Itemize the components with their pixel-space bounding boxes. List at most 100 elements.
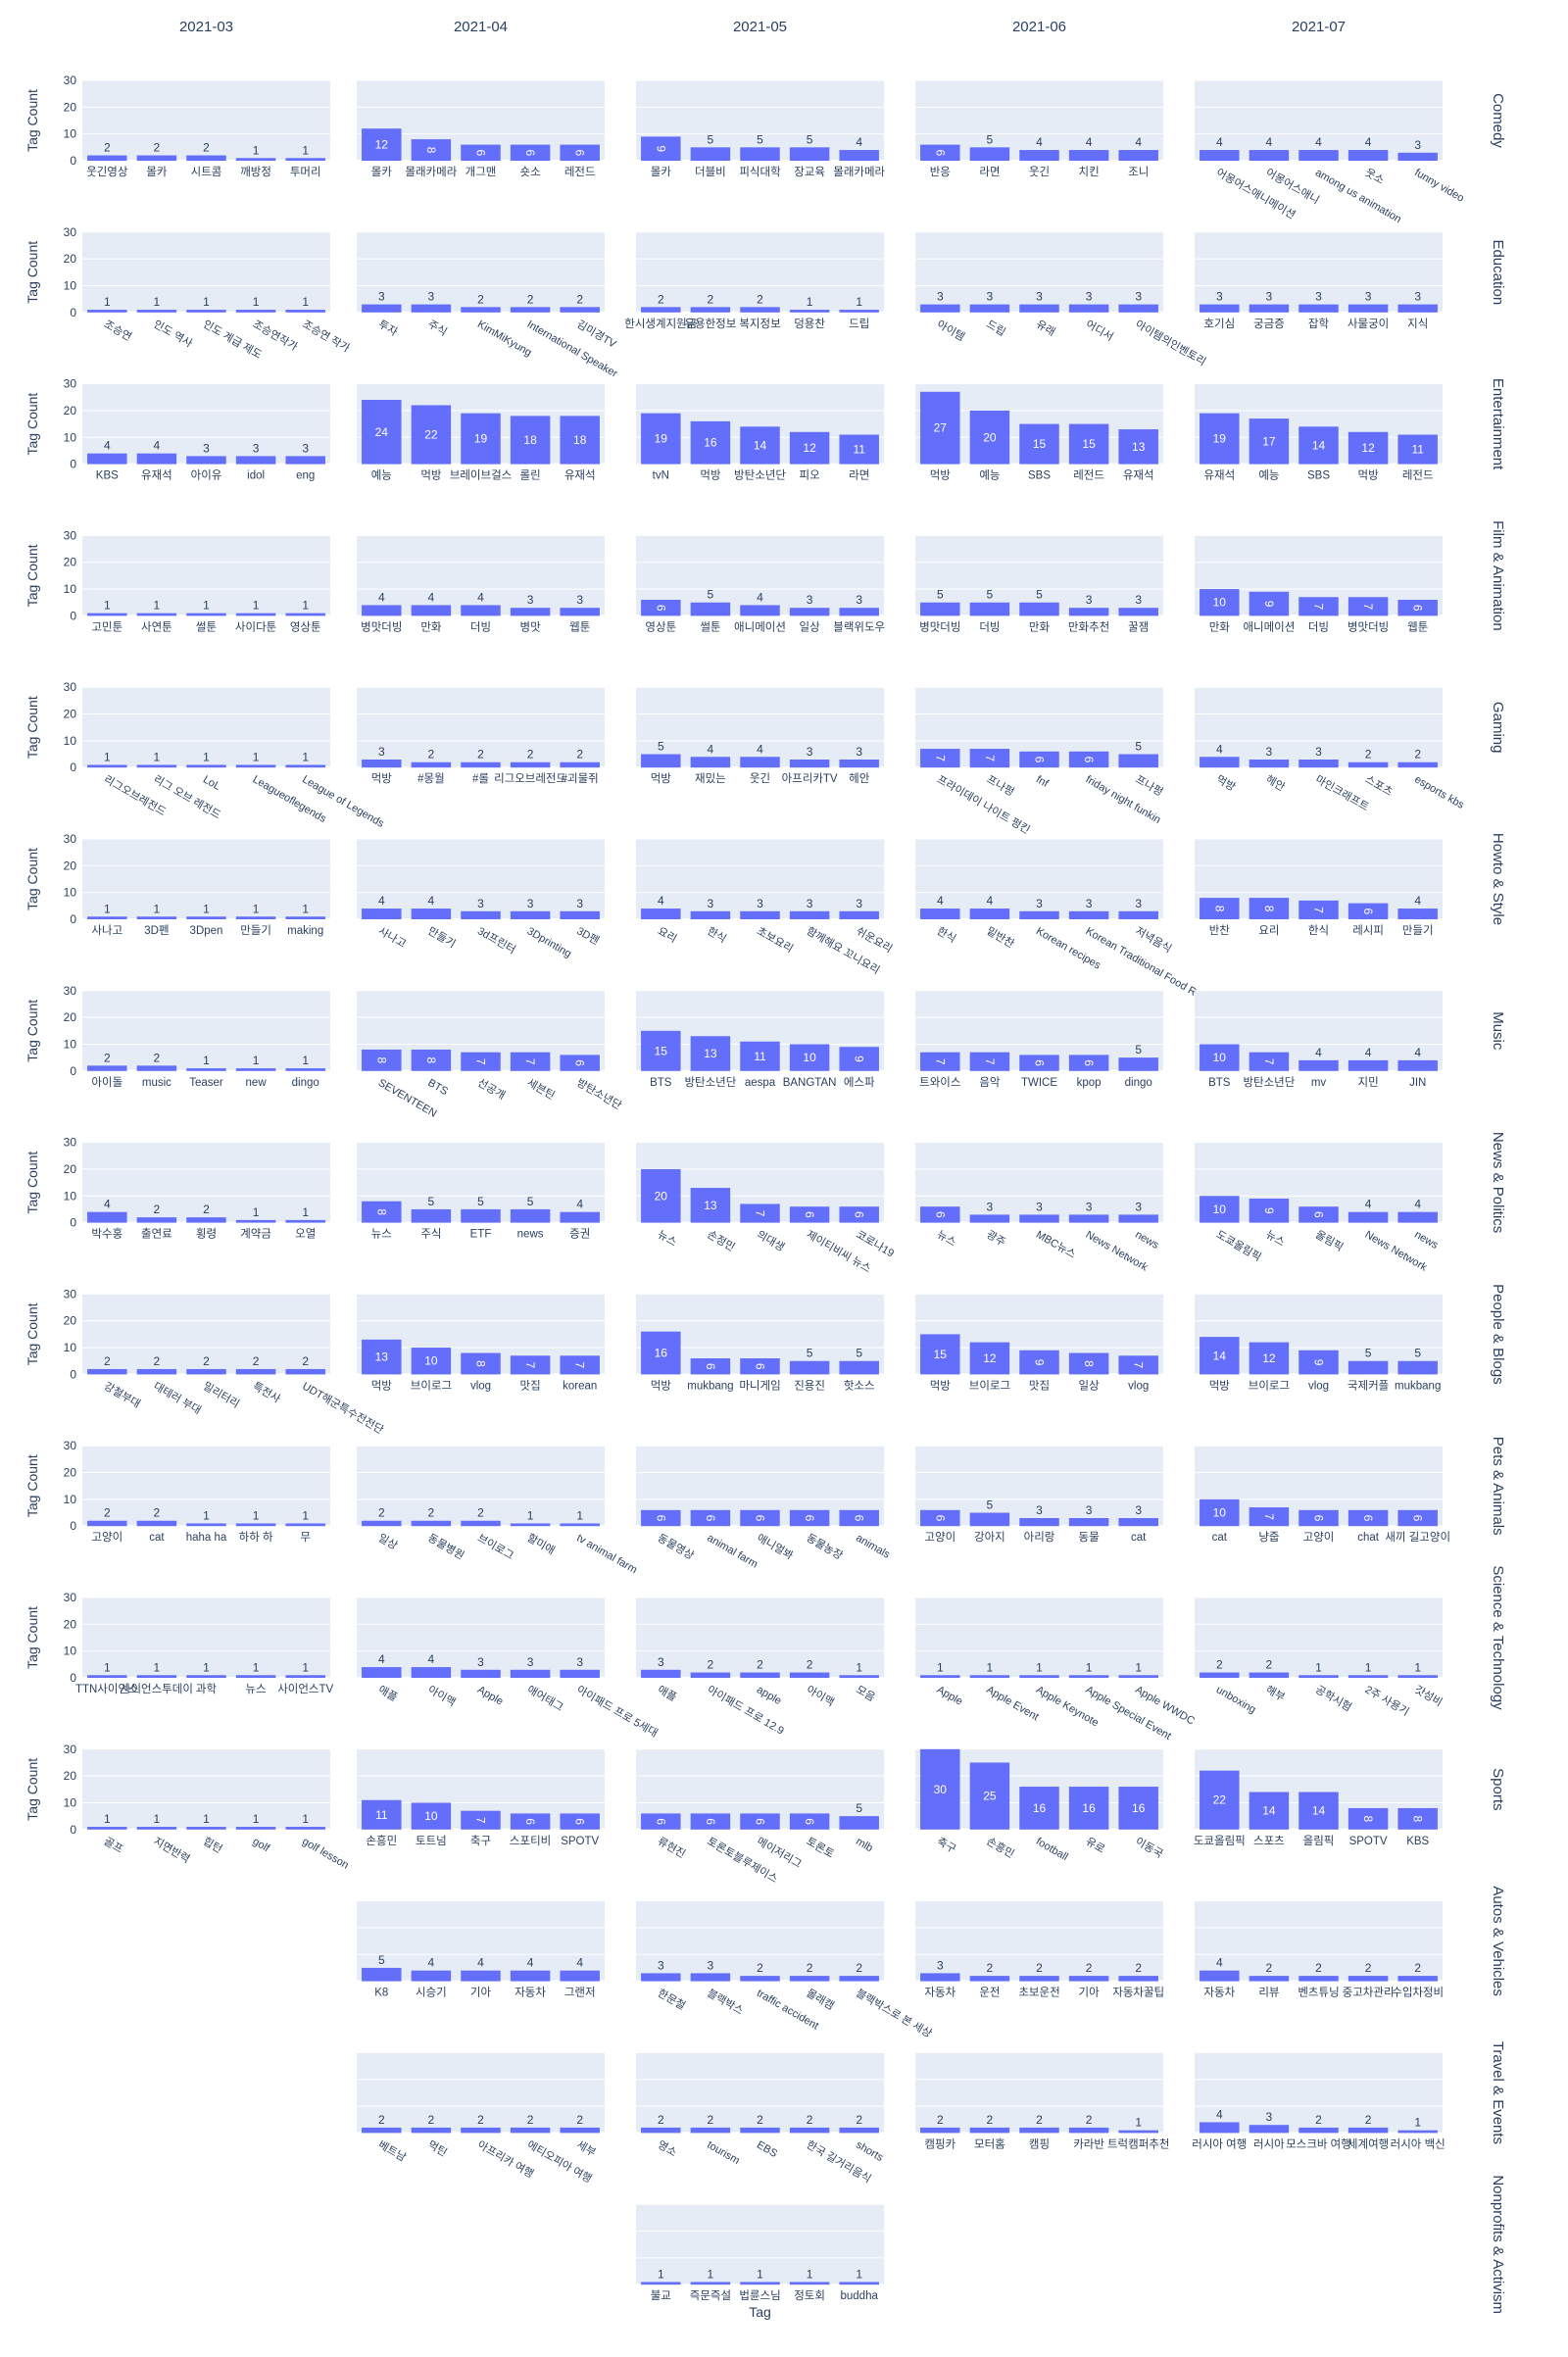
bar-value-label: 1 [1414,1660,1421,1674]
panel-1-4: 3 호기심 3 궁금증 3 잡학 3 사물궁이 3 지식 [1195,231,1443,330]
x-tick-label: 3D펜 [144,924,169,937]
bar [1348,1675,1389,1678]
bar [186,1675,226,1678]
bar-value-label: 2 [527,2113,534,2127]
bar-value-label: 3 [807,745,813,759]
bar-value-label: 5 [708,132,714,146]
bar [789,310,830,313]
bar [1397,1807,1438,1830]
x-tick-label: 몰카 [146,166,168,178]
x-tick-label: 축구 [935,1835,958,1855]
x-tick-label: International Speaker [525,319,620,380]
y-tick-label: 10 [64,1795,77,1809]
x-tick-label: 동물영상 [656,1532,697,1563]
bar-value-label: 22 [1213,1793,1227,1807]
bar-value-label: 5 [708,588,714,602]
bar [920,602,960,616]
x-tick-label: 뉴스 [1263,1228,1287,1249]
x-tick-label: 스포티비 [510,1835,551,1847]
x-tick-label: 더빙 [979,620,1000,633]
bar-value-label: 1 [203,750,210,763]
x-tick-label: 밀리터리 [201,1380,242,1411]
bar [560,1813,600,1830]
bar-value-label: 14 [1262,1804,1276,1818]
bar-value-label: 1 [1315,1660,1322,1674]
bar-value-label: 5 [477,1195,484,1208]
bar [411,304,452,313]
bar [641,307,681,313]
bar-value-label: 3 [1414,138,1421,152]
panel-2-2: 19 tvN 16 먹방 14 방탄소년단 12 피오 11 라면 [636,383,884,482]
x-tick-label: 뉴스 [656,1228,679,1249]
bar-value-label: 30 [934,1783,948,1796]
x-tick-label: JIN [1409,1077,1426,1089]
bar-value-label: 3 [856,897,862,910]
panel-6-0: 0 10 20 30 2 아이돌 2 music 1 Teaser 1 new 1 dingo [64,984,330,1089]
x-tick-label: 특전사 [251,1380,283,1405]
panel-5-0: 0 10 20 30 1 사나고 1 3D펜 1 3Dpen 1 만들기 1 making [64,832,330,937]
bar [1249,1199,1290,1223]
x-tick-label: 아이유 [191,469,222,482]
x-tick-label: 캠핑카 [924,2137,956,2150]
x-tick-label: 조승연 [102,318,134,343]
bar-value-label: 5 [856,1801,862,1815]
bar-value-label: 2 [1365,1961,1372,1975]
panel-3-2: 6 영상툰 5 썰툰 4 애니메이션 3 일상 3 블랙위도우 [636,534,885,633]
bar [1200,757,1240,768]
panel-10-1: 4 애플 4 아이맥 3 Apple 3 애어태그 3 아이패드 프로 5세대 [357,1596,660,1740]
bar [969,1214,1010,1223]
bar [1068,1214,1109,1223]
y-tick-label: 0 [70,306,76,319]
x-tick-label: 선공개 [475,1076,508,1102]
x-tick-label: 인도 역사 [151,318,194,350]
bar [969,1342,1010,1375]
x-tick-label: eng [296,470,315,482]
panel-5-1: 4 사나고 4 만들기 3 3d프린터 3 3Dprinting 3 3D펜 [357,838,605,960]
panel-7-0: 0 10 20 30 4 박수홍 2 출연료 2 횡령 1 계약금 1 오열 [64,1136,330,1241]
bar-value-label: 2 [1216,1658,1223,1672]
x-tick-label: 애플 [656,1683,679,1703]
y-axis-title: Tag Count [24,848,40,910]
bar-value-label: 1 [708,2267,714,2281]
x-tick-label: 드립 [984,318,1007,338]
bar [285,1068,325,1071]
panel-14-2: 1 불교 1 즉문즉설 1 법륜스님 1 정토회 1 buddha [636,2203,884,2302]
bar-value-label: 5 [1414,1347,1421,1360]
bar-value-label: 6 [754,1363,767,1370]
bar-value-label: 1 [1135,2116,1142,2130]
bar-value-label: 16 [1033,1801,1047,1815]
x-tick-label: 먹방 [700,469,721,482]
bar [560,1211,600,1223]
x-tick-label: 유재석 [141,469,172,482]
bar-value-label: 13 [704,1047,717,1060]
x-tick-label: 궁금증 [1253,319,1285,330]
x-tick-label: 리뷰 [1258,1987,1279,1999]
bar-value-label: 3 [1135,593,1142,607]
bar [690,420,731,465]
x-tick-label: 할미애 [525,1532,558,1557]
panel-2-4: 19 유재석 17 예능 14 SBS 12 먹방 11 레전드 [1195,383,1443,482]
x-tick-label: 사연툰 [141,620,172,633]
x-tick-label: 리그오브레전드 [494,772,566,785]
row-label-education: Education [1490,239,1506,305]
bar [1298,1350,1339,1375]
panel-4-2: 5 먹방 4 재밌는 4 웃긴 3 아프리카TV 3 헤안 [636,686,884,785]
y-tick-label: 20 [64,708,77,721]
x-tick-label: tv animal farm [574,1532,639,1576]
x-tick-label: 무 [300,1532,311,1544]
bar-value-label: 1 [302,1812,309,1826]
bar-value-label: 22 [424,428,438,442]
y-tick-label: 10 [64,1037,77,1051]
bar-value-label: 2 [378,2113,385,2127]
bar [1348,1360,1389,1375]
bar [1118,1787,1158,1830]
plot-background [636,231,884,313]
y-tick-label: 20 [64,556,77,569]
bar-value-label: 1 [856,295,862,309]
panel-0-0: 0 10 20 30 2 웃긴영상 2 몰카 2 시트콤 1 깨방정 1 투머리 [64,74,330,178]
bar [1118,1976,1158,1982]
bar-value-label: 2 [477,2113,484,2127]
y-tick-label: 20 [64,252,77,266]
plot-background [82,990,330,1071]
bar [1348,1211,1389,1223]
